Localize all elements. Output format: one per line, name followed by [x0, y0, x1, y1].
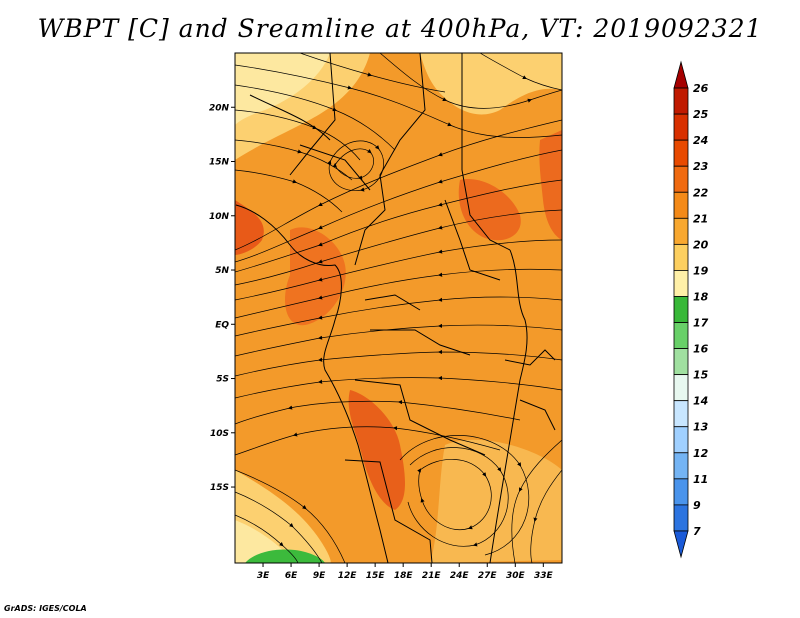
lat-tick-label: 5N	[215, 266, 229, 276]
credit-text: GrADS: IGES/COLA	[4, 604, 87, 613]
colorbar-label: 19	[693, 264, 709, 277]
colorbar-label: 25	[693, 108, 709, 121]
colorbar-label: 17	[693, 317, 709, 330]
colorbar-label: 7	[693, 525, 701, 538]
wbpt-patch-west	[235, 200, 264, 255]
lon-tick-label: 12E	[338, 571, 358, 581]
lat-tick-label: 5S	[216, 375, 229, 385]
colorbar-swatch	[673, 243, 689, 271]
colorbar-swatch	[673, 113, 689, 141]
colorbar-swatch	[673, 165, 689, 193]
colorbar-swatch	[673, 270, 689, 297]
colorbar-swatch	[673, 348, 689, 376]
colorbar-swatch	[673, 191, 689, 219]
colorbar-swatch	[673, 530, 689, 559]
colorbar-label: 16	[693, 343, 709, 356]
wbpt-patch-sudan	[458, 179, 521, 241]
colorbar-label: 20	[693, 238, 709, 251]
colorbar-swatch	[673, 504, 689, 532]
colorbar-label: 9	[693, 499, 701, 512]
wbpt-field	[235, 53, 562, 563]
colorbar-swatch	[673, 374, 689, 402]
colorbar-swatch	[673, 426, 689, 454]
colorbar-label: 26	[693, 82, 709, 95]
colorbar-swatch	[673, 322, 689, 349]
lat-tick-label: 20N	[209, 103, 230, 113]
colorbar-label: 14	[693, 395, 708, 408]
colorbar-swatch	[673, 452, 689, 480]
wbpt-patch-north-west-cool	[235, 53, 330, 125]
colorbar-label: 15	[693, 369, 709, 382]
wbpt-patch-angola	[348, 390, 405, 510]
lat-tick-label: 10S	[210, 429, 229, 439]
colorbar-label: 24	[693, 134, 708, 147]
lon-tick-label: 18E	[394, 571, 414, 581]
colorbar-swatch	[673, 60, 689, 89]
colorbar-label: 18	[693, 290, 709, 303]
wbpt-patch-ethiopia	[539, 130, 562, 240]
lon-tick-label: 21E	[422, 571, 442, 581]
colorbar-swatch	[673, 400, 689, 428]
colorbar-label: 22	[693, 186, 709, 199]
map-frame	[234, 52, 563, 564]
lon-tick-label: 33E	[534, 571, 554, 581]
colorbar-label: 21	[693, 212, 708, 225]
lon-tick-label: 6E	[285, 571, 298, 581]
colorbar-swatch	[673, 139, 689, 167]
colorbar-swatch	[673, 296, 689, 323]
lon-tick-label: 3E	[257, 571, 270, 581]
wbpt-patch-green	[245, 549, 325, 563]
lat-tick-label: EQ	[215, 320, 229, 330]
lon-tick-label: 9E	[313, 571, 326, 581]
latitude-axis: 20N 15N 10N 5N EQ 5S 10S 15S	[209, 103, 235, 493]
longitude-axis: 3E 6E 9E 12E 15E 18E 21E 24E 27E 30E 33E	[257, 563, 554, 581]
lat-tick-label: 10N	[209, 212, 230, 222]
colorbar-swatch	[673, 478, 689, 506]
colorbar-label: 13	[693, 421, 709, 434]
lon-tick-label: 15E	[366, 571, 386, 581]
colorbar-swatch	[673, 217, 689, 245]
colorbar-swatch	[673, 87, 689, 115]
streamlines	[235, 53, 562, 563]
lon-tick-label: 30E	[506, 571, 526, 581]
lon-tick-label: 24E	[450, 571, 470, 581]
lon-tick-label: 27E	[478, 571, 498, 581]
colorbar-label: 11	[693, 473, 708, 486]
chart-title: WBPT [C] and Sreamline at 400hPa, VT: 20…	[37, 14, 763, 43]
colorbar: 26 25 24 23 22 21 20 19 18 17 16 15 14 13 12 11 9 7	[673, 60, 709, 559]
lat-tick-label: 15N	[209, 158, 230, 168]
lat-tick-label: 15S	[210, 483, 229, 493]
colorbar-label: 23	[693, 160, 709, 173]
colorbar-label: 12	[693, 447, 709, 460]
